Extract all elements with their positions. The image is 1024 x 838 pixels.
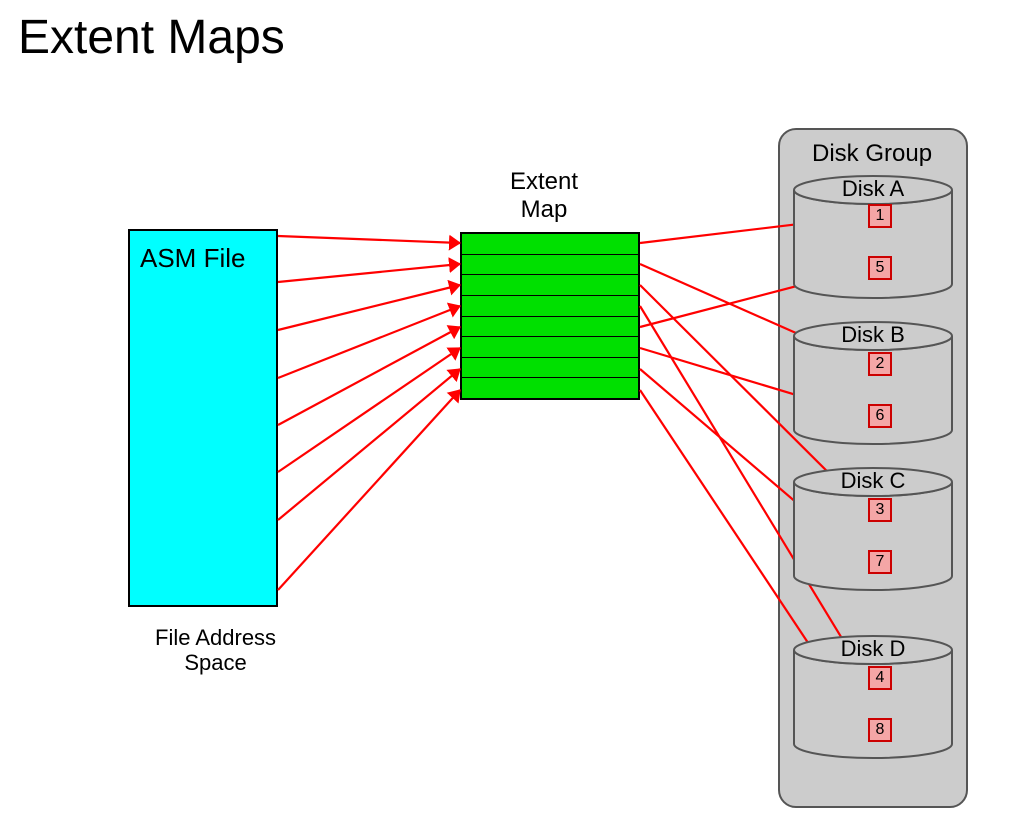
disk-extent-box: 6 [868, 404, 892, 428]
disk-extent-box: 1 [868, 204, 892, 228]
disk-extent-box: 8 [868, 718, 892, 742]
asm-file-label: ASM File [140, 243, 245, 274]
file-address-space-line: File Address [155, 625, 276, 650]
extent-map-label-line: Map [510, 196, 578, 224]
extent-map-label-line: Extent [510, 168, 578, 196]
disk-extent-box: 4 [868, 666, 892, 690]
page-title: Extent Maps [18, 10, 285, 65]
extent-map-row [462, 234, 638, 255]
extent-map-row [462, 317, 638, 338]
mapping-arrow [278, 327, 460, 425]
mapping-arrow [278, 264, 460, 282]
extent-map-row [462, 337, 638, 358]
mapping-arrow [278, 390, 460, 590]
file-address-space-line: Space [155, 650, 276, 675]
mapping-arrow [278, 306, 460, 378]
extent-map-label: ExtentMap [510, 168, 578, 223]
extent-map-row [462, 255, 638, 276]
mapping-arrow [278, 348, 460, 472]
extent-map-row [462, 358, 638, 379]
mapping-arrow [278, 236, 460, 243]
disk-extent-box: 3 [868, 498, 892, 522]
extent-map-row [462, 378, 638, 398]
disk-extent-box: 7 [868, 550, 892, 574]
mapping-arrow [278, 285, 460, 330]
disk-extent-box: 2 [868, 352, 892, 376]
extent-map-row [462, 296, 638, 317]
mapping-arrow [278, 369, 460, 520]
disk-extent-box: 5 [868, 256, 892, 280]
disk-group-label: Disk Group [812, 140, 932, 168]
disk-group-box [778, 128, 968, 808]
asm-file-box: ASM File [128, 229, 278, 607]
extent-map-box [460, 232, 640, 400]
file-address-space-label: File AddressSpace [155, 625, 276, 676]
extent-map-row [462, 275, 638, 296]
